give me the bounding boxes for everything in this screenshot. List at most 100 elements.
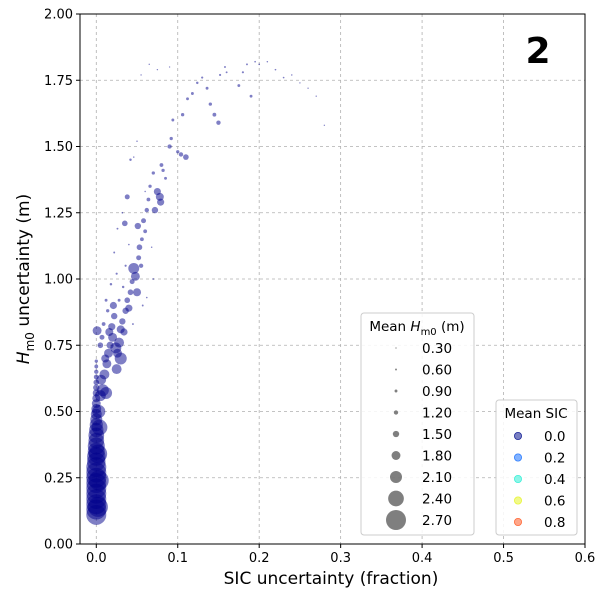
data-point xyxy=(138,263,144,268)
data-point xyxy=(115,272,118,275)
data-point xyxy=(111,312,118,320)
data-point xyxy=(237,84,241,87)
y-tick-label: 1.75 xyxy=(44,74,73,89)
data-point xyxy=(148,184,152,188)
data-point xyxy=(205,86,209,90)
data-point xyxy=(186,97,189,101)
data-point xyxy=(134,222,142,230)
data-point xyxy=(92,404,106,419)
y-axis-label-subscript: m0 xyxy=(23,332,37,351)
data-point xyxy=(136,140,138,142)
data-point xyxy=(125,304,133,312)
y-tick-label: 1.00 xyxy=(44,273,73,288)
data-point xyxy=(129,158,132,161)
data-point xyxy=(121,220,128,227)
data-point xyxy=(212,112,217,117)
data-point xyxy=(128,262,140,274)
y-axis-label: Hm0 uncertainty (m) xyxy=(14,194,37,364)
size-legend-title-symbol: H xyxy=(410,319,420,335)
color-legend-marker xyxy=(514,431,523,440)
data-point xyxy=(201,76,204,79)
data-point xyxy=(208,102,212,106)
data-point xyxy=(254,60,256,63)
data-point xyxy=(106,309,110,313)
y-axis-ticks: 0.00 0.25 0.50 0.75 1.00 1.25 1.50 1.75 2.00 xyxy=(44,8,80,553)
data-point xyxy=(119,318,126,325)
data-point xyxy=(87,496,108,517)
data-point xyxy=(114,337,125,348)
size-legend-label: 0.60 xyxy=(422,363,452,379)
y-axis-label-symbol: H xyxy=(14,351,34,364)
color-legend-marker xyxy=(514,518,523,527)
data-point xyxy=(94,364,99,369)
data-point xyxy=(111,364,122,375)
size-legend-label: 1.20 xyxy=(422,406,452,422)
size-legend-title-prefix: Mean xyxy=(369,319,410,335)
data-point xyxy=(169,136,173,141)
data-point xyxy=(94,359,98,363)
color-legend-marker xyxy=(514,496,523,505)
data-point xyxy=(168,66,171,68)
data-point xyxy=(299,82,301,84)
data-point xyxy=(104,348,113,358)
color-legend-label: 0.4 xyxy=(544,472,565,488)
x-tick-label: 0.0 xyxy=(86,551,107,566)
data-point xyxy=(152,278,155,280)
size-legend-title-subscript: m0 xyxy=(421,327,437,338)
data-point xyxy=(109,283,113,286)
data-point xyxy=(315,95,317,97)
scatter-points xyxy=(86,60,326,525)
y-tick-label: 0.50 xyxy=(44,405,73,420)
y-tick-label: 1.50 xyxy=(44,140,73,155)
color-legend-label: 0.6 xyxy=(544,494,565,510)
x-tick-label: 0.4 xyxy=(412,551,433,566)
x-tick-label: 0.1 xyxy=(167,551,188,566)
data-point xyxy=(131,323,134,325)
data-point xyxy=(167,144,172,149)
y-tick-label: 0.00 xyxy=(44,538,73,553)
data-point xyxy=(109,301,117,310)
data-point xyxy=(241,71,244,74)
data-point xyxy=(307,87,309,89)
size-legend-box xyxy=(360,312,475,536)
data-point xyxy=(136,244,143,251)
size-legend-marker xyxy=(391,451,401,460)
y-tick-label: 1.25 xyxy=(44,206,73,221)
size-legend-title: Mean Hm0 (m) xyxy=(369,319,464,338)
data-point xyxy=(129,279,135,285)
data-point xyxy=(94,369,99,374)
data-point xyxy=(216,120,221,125)
data-point xyxy=(136,255,142,261)
data-point xyxy=(113,251,116,254)
data-point xyxy=(178,152,184,157)
panel-label: 2 xyxy=(525,31,550,72)
data-point xyxy=(117,298,121,302)
x-tick-label: 0.2 xyxy=(249,551,270,566)
data-point xyxy=(266,60,269,63)
data-point xyxy=(108,332,118,342)
data-point xyxy=(164,176,167,180)
size-legend-marker xyxy=(393,410,399,415)
color-legend-marker xyxy=(514,453,523,462)
size-legend-marker xyxy=(395,368,397,371)
data-point xyxy=(157,198,165,206)
data-point xyxy=(144,190,146,193)
color-legend-entries: 0.0 0.2 0.4 0.6 0.8 xyxy=(514,429,565,531)
data-point xyxy=(224,66,226,68)
data-point xyxy=(282,76,285,79)
size-legend-entries: 0.30 0.60 0.90 1.20 1.50 1.80 2.10 2.40 2.70 xyxy=(386,341,452,530)
size-legend-label: 2.10 xyxy=(422,470,452,486)
x-axis-label: SIC uncertainty (fraction) xyxy=(224,569,439,589)
data-point xyxy=(130,271,140,281)
data-point xyxy=(148,63,150,66)
size-legend-label: 1.80 xyxy=(422,449,452,465)
color-legend-label: 0.8 xyxy=(544,515,565,531)
y-axis-label-rest: uncertainty (m) xyxy=(14,194,34,332)
data-point xyxy=(291,74,293,76)
data-point xyxy=(114,352,127,365)
size-legend-label: 0.30 xyxy=(422,341,452,357)
data-point xyxy=(116,227,119,230)
data-point xyxy=(100,386,113,399)
data-point xyxy=(258,63,261,66)
size-legend-marker xyxy=(394,389,398,393)
